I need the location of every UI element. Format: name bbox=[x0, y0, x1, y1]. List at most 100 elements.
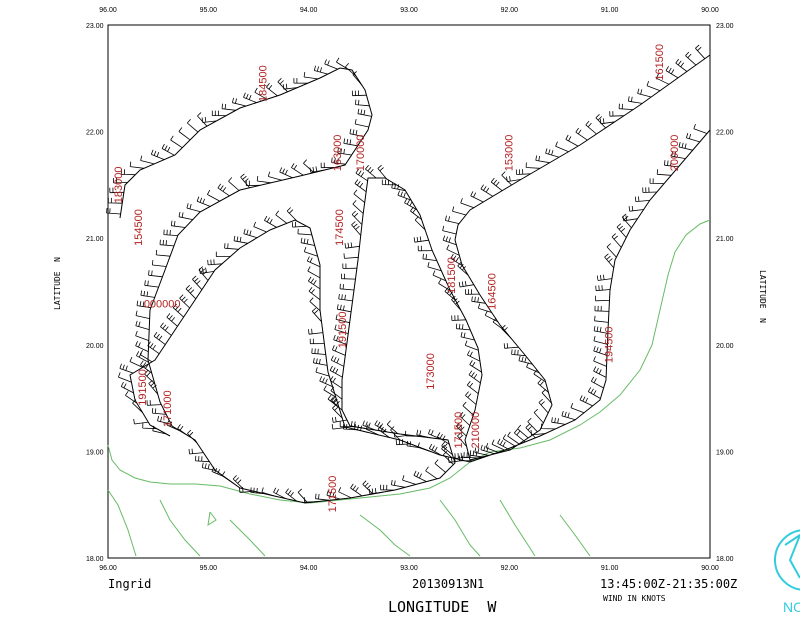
wind-barb bbox=[417, 245, 433, 252]
wind-barb bbox=[354, 119, 369, 128]
wind-barb bbox=[345, 62, 357, 77]
wind-barb bbox=[315, 367, 330, 377]
time-labels: 184500 161500 183000 163000 170000 153000 2000… bbox=[113, 44, 681, 512]
wind-barb bbox=[381, 179, 397, 186]
wind-barb bbox=[233, 235, 248, 244]
wind-barb bbox=[374, 420, 388, 433]
plot-frame bbox=[107, 24, 711, 559]
wind-barb bbox=[480, 184, 494, 197]
wind-barb bbox=[256, 175, 272, 184]
wind-barb bbox=[434, 459, 446, 473]
wind-barb bbox=[336, 304, 352, 313]
wind-barb bbox=[132, 399, 143, 413]
lat-tick-left: 22.00 bbox=[86, 130, 104, 137]
wind-barb bbox=[201, 117, 217, 123]
wind-barb bbox=[527, 417, 538, 433]
wind-barb bbox=[307, 276, 321, 290]
wind-barb bbox=[595, 295, 610, 302]
wind-barb bbox=[155, 249, 171, 257]
wind-barb bbox=[490, 177, 503, 192]
wind-barb bbox=[142, 423, 157, 430]
wind-barb bbox=[470, 191, 484, 203]
wind-barb bbox=[351, 90, 367, 97]
wind-barb bbox=[397, 190, 412, 201]
wind-barb bbox=[507, 431, 520, 445]
lat-tick-left: 23.00 bbox=[86, 23, 104, 30]
wind-barb bbox=[267, 171, 282, 181]
wind-barb bbox=[303, 159, 315, 173]
wind-units: WIND IN KNOTS bbox=[603, 594, 666, 603]
wind-barb bbox=[331, 157, 346, 165]
lat-tick-right: 21.00 bbox=[716, 236, 734, 243]
wind-barb bbox=[120, 381, 134, 394]
wind-barb bbox=[326, 490, 341, 500]
wind-barb bbox=[303, 246, 318, 257]
wind-barb bbox=[150, 149, 165, 160]
wind-barb bbox=[465, 391, 477, 405]
wind-barb bbox=[135, 320, 150, 330]
wind-barb bbox=[362, 420, 377, 431]
wind-barb bbox=[646, 80, 661, 92]
wind-barb bbox=[451, 315, 466, 321]
wind-barb bbox=[146, 400, 162, 406]
wind-barb bbox=[355, 168, 368, 182]
wind-barb bbox=[427, 261, 442, 272]
wind-barb bbox=[286, 207, 298, 222]
wind-barb bbox=[621, 213, 632, 229]
wind-barb bbox=[441, 441, 453, 455]
logo-text: NO bbox=[783, 599, 800, 615]
logo: NO bbox=[774, 529, 800, 615]
wind-barb bbox=[533, 369, 546, 383]
wind-barb bbox=[331, 396, 343, 411]
time-label: 210000 bbox=[470, 412, 482, 449]
wind-barb bbox=[211, 110, 227, 116]
wind-barb bbox=[354, 424, 369, 433]
wind-barb bbox=[460, 331, 475, 341]
wind-barb bbox=[339, 283, 355, 291]
wind-barb bbox=[135, 310, 150, 319]
wind-barb bbox=[404, 198, 417, 210]
wind-barb bbox=[467, 350, 481, 362]
wind-barb bbox=[551, 417, 566, 425]
time-label: 161500 bbox=[654, 44, 666, 81]
wind-barb bbox=[159, 239, 174, 247]
wind-barb bbox=[484, 310, 498, 322]
wind-barb bbox=[447, 456, 463, 463]
wind-barb bbox=[228, 177, 240, 191]
wind-barb bbox=[593, 366, 607, 378]
time-label: 163000 bbox=[332, 135, 344, 172]
wind-barb bbox=[469, 360, 482, 373]
time-label: 164500 bbox=[486, 273, 498, 310]
wind-barb bbox=[153, 331, 166, 345]
wind-barb bbox=[136, 300, 151, 309]
coastline bbox=[107, 219, 711, 504]
wind-barb bbox=[337, 148, 352, 156]
wind-barb bbox=[329, 376, 343, 389]
wind-barb bbox=[135, 341, 149, 352]
wind-barb bbox=[595, 285, 611, 292]
wind-barb bbox=[354, 179, 367, 193]
time-label: 181500 bbox=[446, 257, 458, 294]
wind-barb bbox=[140, 360, 152, 374]
wind-barb bbox=[139, 349, 153, 363]
lat-tick-left: 20.00 bbox=[86, 343, 104, 350]
wind-barb bbox=[355, 99, 370, 107]
wind-barb bbox=[565, 134, 579, 147]
storm-name: Ingrid bbox=[108, 577, 151, 591]
wind-barb bbox=[201, 462, 216, 471]
wind-barb bbox=[334, 324, 349, 334]
lon-tick-top: 94.00 bbox=[300, 7, 318, 14]
wind-barb bbox=[215, 251, 231, 257]
wind-barb bbox=[319, 376, 333, 387]
wind-barb bbox=[311, 307, 322, 322]
wind-barb bbox=[471, 296, 486, 304]
wind-barb bbox=[113, 177, 128, 184]
wind-barb bbox=[185, 285, 197, 300]
wind-barb bbox=[353, 189, 365, 203]
wind-barb bbox=[517, 424, 529, 439]
wind-barb bbox=[232, 97, 247, 107]
wind-barb bbox=[380, 484, 395, 491]
wind-barb bbox=[451, 295, 462, 311]
lon-tick-top: 96.00 bbox=[99, 7, 117, 14]
wind-barb bbox=[414, 216, 426, 231]
